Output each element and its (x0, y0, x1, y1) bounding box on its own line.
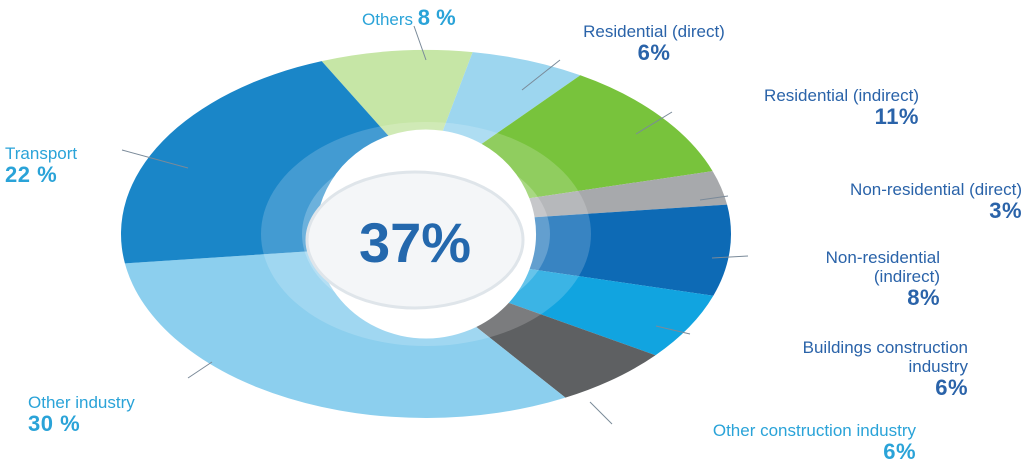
label-other-industry-name: Other industry (28, 393, 135, 412)
leader-line (635, 111, 673, 135)
center-disk (305, 170, 525, 310)
leader-line (413, 25, 427, 61)
label-nonresidential-indirect-line1: Non-residential (825, 248, 940, 267)
leader-line (521, 59, 561, 91)
label-transport: Transport 22 % (5, 144, 77, 188)
label-nonresidential-direct-name: Non-residential (direct) (850, 180, 1022, 199)
label-others: Others 8 % (362, 5, 456, 31)
slice-residential-indirect (481, 75, 713, 199)
label-buildings-construction-line1: Buildings construction (802, 338, 968, 357)
label-residential-indirect: Residential (indirect) 11% (764, 86, 919, 130)
label-buildings-construction-value: 6% (935, 375, 968, 401)
label-nonresidential-direct-value: 3% (989, 198, 1022, 224)
label-buildings-construction: Buildings construction industry 6% (803, 338, 968, 401)
label-transport-value: 22 % (5, 162, 58, 188)
label-other-industry-value: 30 % (28, 411, 81, 437)
slice-buildings-construction-industry (508, 269, 714, 356)
slice-others (321, 50, 473, 136)
label-other-industry: Other industry 30 % (28, 393, 135, 437)
leader-line (655, 325, 691, 335)
label-residential-indirect-value: 11% (874, 104, 919, 130)
label-others-name: Others (362, 10, 414, 29)
leader-line (187, 361, 213, 379)
label-other-construction-name: Other construction industry (712, 421, 916, 440)
leader-line (711, 255, 749, 259)
label-other-construction-value: 6% (883, 439, 916, 465)
label-nonresidential-indirect-line2: (indirect) (873, 267, 940, 287)
center-label: 37% (359, 211, 471, 274)
leader-line (699, 195, 729, 201)
label-buildings-construction-line2: industry (908, 357, 968, 377)
label-transport-name: Transport (5, 144, 78, 163)
label-residential-direct-name: Residential (direct) (583, 22, 725, 41)
label-nonresidential-direct: Non-residential (direct) 3% (850, 180, 1022, 224)
label-nonresidential-indirect-value: 8% (907, 285, 940, 311)
label-nonresidential-indirect: Non-residential (indirect) 8% (826, 248, 940, 311)
slice-other-construction-industry (476, 302, 656, 398)
label-residential-direct-value: 6% (637, 40, 671, 66)
slice-non-residential-indirect (529, 204, 732, 296)
label-residential-direct: Residential (direct) 6% (544, 22, 764, 66)
label-residential-indirect-name: Residential (indirect) (764, 86, 919, 105)
inner-rings (261, 122, 591, 346)
slices-group (121, 50, 732, 418)
leader-line (121, 149, 189, 169)
slice-residential-direct (442, 52, 581, 144)
slice-transport (121, 61, 389, 264)
leader-line (589, 401, 613, 425)
slice-non-residential-direct (529, 171, 728, 218)
label-other-construction: Other construction industry 6% (713, 421, 916, 465)
label-others-value: 8 % (417, 5, 456, 30)
slice-other-industry (124, 250, 566, 418)
leader-lines (121, 25, 749, 425)
